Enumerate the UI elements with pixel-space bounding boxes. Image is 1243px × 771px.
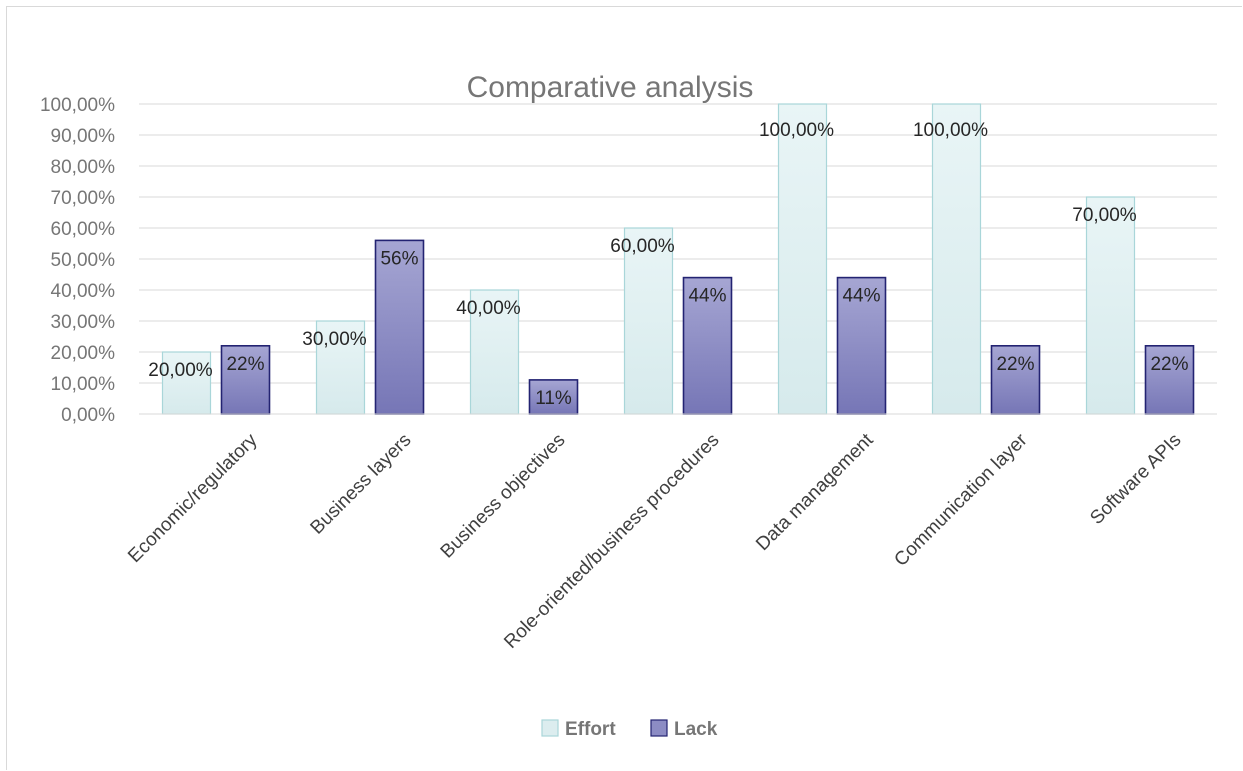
x-tick-label: Business objectives [437, 430, 570, 563]
y-tick-label: 30,00% [51, 312, 116, 333]
legend-label-lack: Lack [674, 719, 718, 740]
bar-lack [990, 344, 1041, 415]
labels-layer: 20,00% 22% 30,00% 56% 40,00% 11% 60,00% 44% 100,… [148, 120, 1188, 409]
data-label: 60,00% [610, 236, 675, 257]
x-axis: Economic/regulatory Business layers Busine… [124, 413, 1217, 653]
x-tick-label: Communication layer [890, 429, 1032, 571]
y-tick-label: 60,00% [51, 219, 116, 240]
bar-effort [1085, 196, 1136, 415]
chart-title: Comparative analysis [467, 71, 754, 104]
bar-effort [931, 103, 982, 415]
data-label: 40,00% [456, 298, 521, 319]
bars-layer [161, 103, 1195, 415]
data-label: 44% [688, 286, 726, 307]
data-label: 22% [1150, 354, 1188, 375]
data-label: 11% [535, 388, 572, 409]
data-label: 44% [842, 286, 880, 307]
y-tick-label: 20,00% [51, 343, 116, 364]
chart-svg: Comparative analysis 0,00% 10,00% 20,00% 30… [40, 71, 1217, 740]
bar-lack [374, 239, 425, 415]
data-label: 30,00% [302, 329, 367, 350]
bar-effort [777, 103, 828, 415]
legend-swatch-lack [650, 719, 668, 737]
data-label: 22% [996, 354, 1034, 375]
data-label: 20,00% [148, 360, 213, 381]
y-tick-label: 50,00% [51, 250, 116, 271]
legend: Effort Lack [541, 719, 718, 740]
y-tick-label: 90,00% [51, 126, 116, 147]
x-tick-label: Economic/regulatory [124, 429, 262, 567]
y-tick-label: 0,00% [61, 405, 115, 426]
y-tick-label: 70,00% [51, 188, 116, 209]
x-tick-label: Data management [752, 429, 878, 555]
y-tick-label: 100,00% [40, 95, 115, 116]
data-label: 100,00% [759, 120, 834, 141]
bar-effort [623, 227, 674, 415]
grid-layer: 0,00% 10,00% 20,00% 30,00% 40,00% 50,00% 60,00… [40, 95, 1217, 426]
bar-lack [682, 276, 733, 415]
bar-lack [528, 379, 579, 415]
x-tick-label: Software APIs [1086, 430, 1185, 529]
y-tick-label: 10,00% [51, 374, 116, 395]
data-label: 70,00% [1072, 205, 1137, 226]
legend-swatch-effort [541, 719, 559, 737]
data-label: 56% [380, 248, 418, 269]
legend-label-effort: Effort [565, 719, 616, 740]
x-tick-label: Business layers [307, 430, 416, 539]
y-tick-label: 80,00% [51, 157, 116, 178]
data-label: 100,00% [913, 120, 988, 141]
bar-effort [315, 320, 366, 415]
chart-frame: Comparative analysis 0,00% 10,00% 20,00% 30… [6, 6, 1242, 770]
data-label: 22% [226, 354, 264, 375]
bar-effort [469, 289, 520, 415]
y-tick-label: 40,00% [51, 281, 116, 302]
